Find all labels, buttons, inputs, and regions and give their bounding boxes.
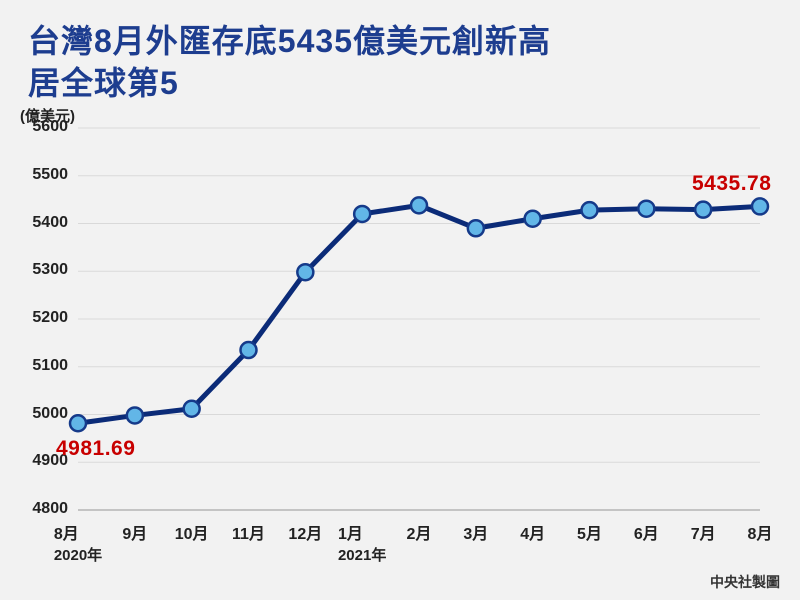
chart-title-line2: 居全球第5 [28, 58, 179, 104]
x-year-label: 2021年 [338, 544, 386, 565]
data-point-label: 4981.69 [56, 437, 135, 461]
chart-title-line1: 台灣8月外匯存底5435億美元創新高 [28, 16, 551, 62]
x-tick-label: 1月2021年 [338, 520, 386, 565]
y-tick-label: 5300 [8, 261, 68, 279]
y-tick-label: 5100 [8, 357, 68, 375]
data-point-label: 5435.78 [692, 172, 771, 196]
x-tick-label: 11月 [232, 520, 265, 544]
x-tick-label: 7月 [691, 520, 716, 544]
x-tick-label: 10月 [175, 520, 209, 544]
credit-text: 中央社製圖 [710, 572, 780, 592]
x-tick-label: 2月 [407, 520, 432, 544]
x-tick-label: 12月 [288, 520, 322, 544]
y-tick-label: 5400 [8, 214, 68, 232]
x-tick-label: 9月 [122, 520, 147, 544]
x-tick-label: 8月2020年 [54, 520, 102, 565]
x-tick-label: 8月 [748, 520, 773, 544]
x-tick-label: 5月 [577, 520, 602, 544]
y-tick-label: 5600 [8, 118, 68, 136]
x-tick-label: 6月 [634, 520, 659, 544]
x-year-label: 2020年 [54, 544, 102, 565]
y-tick-label: 4800 [8, 500, 68, 518]
y-tick-label: 5500 [8, 166, 68, 184]
y-tick-label: 5000 [8, 405, 68, 423]
x-tick-label: 3月 [463, 520, 488, 544]
x-tick-label: 4月 [520, 520, 545, 544]
y-tick-label: 5200 [8, 309, 68, 327]
